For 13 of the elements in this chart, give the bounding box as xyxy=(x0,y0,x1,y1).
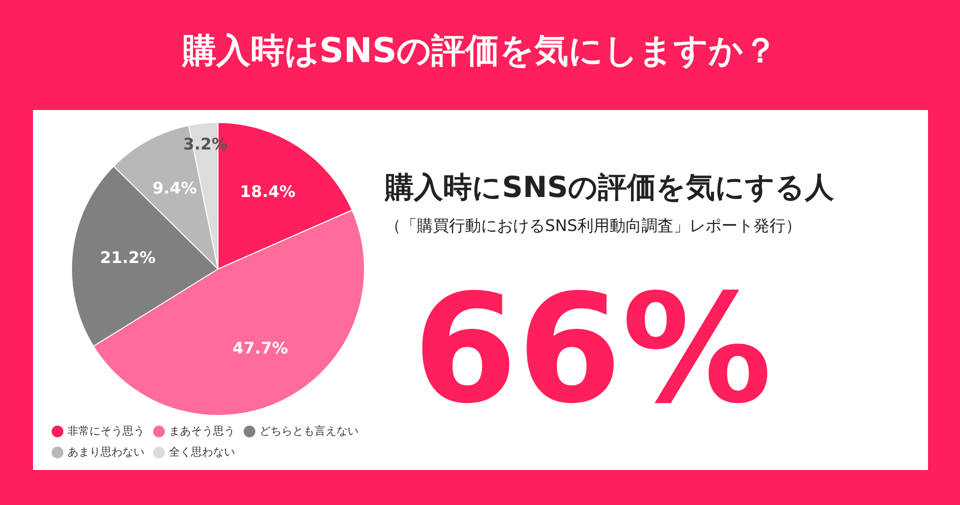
data-label: 47.7% xyxy=(232,338,288,358)
data-label: 18.4% xyxy=(240,182,296,202)
legend-label: どちらとも言えない xyxy=(260,424,358,438)
legend-label: まあそう思う xyxy=(169,424,235,438)
text: 購入時にSNSの評価を気にする人 xyxy=(385,169,834,206)
data-label: 21.2% xyxy=(100,248,156,268)
text: 購入時はSNSの評価を気にしますか？ xyxy=(181,30,779,73)
text: （「購買行動におけるSNS利用動向調査」レポート発行） xyxy=(385,216,802,237)
data-label: 9.4% xyxy=(152,178,197,198)
legend-label: 非常にそう思う xyxy=(68,424,144,438)
legend-label: あまり思わない xyxy=(68,445,144,458)
text: 66% xyxy=(413,262,772,439)
legend-label: 全く思わない xyxy=(169,445,235,458)
